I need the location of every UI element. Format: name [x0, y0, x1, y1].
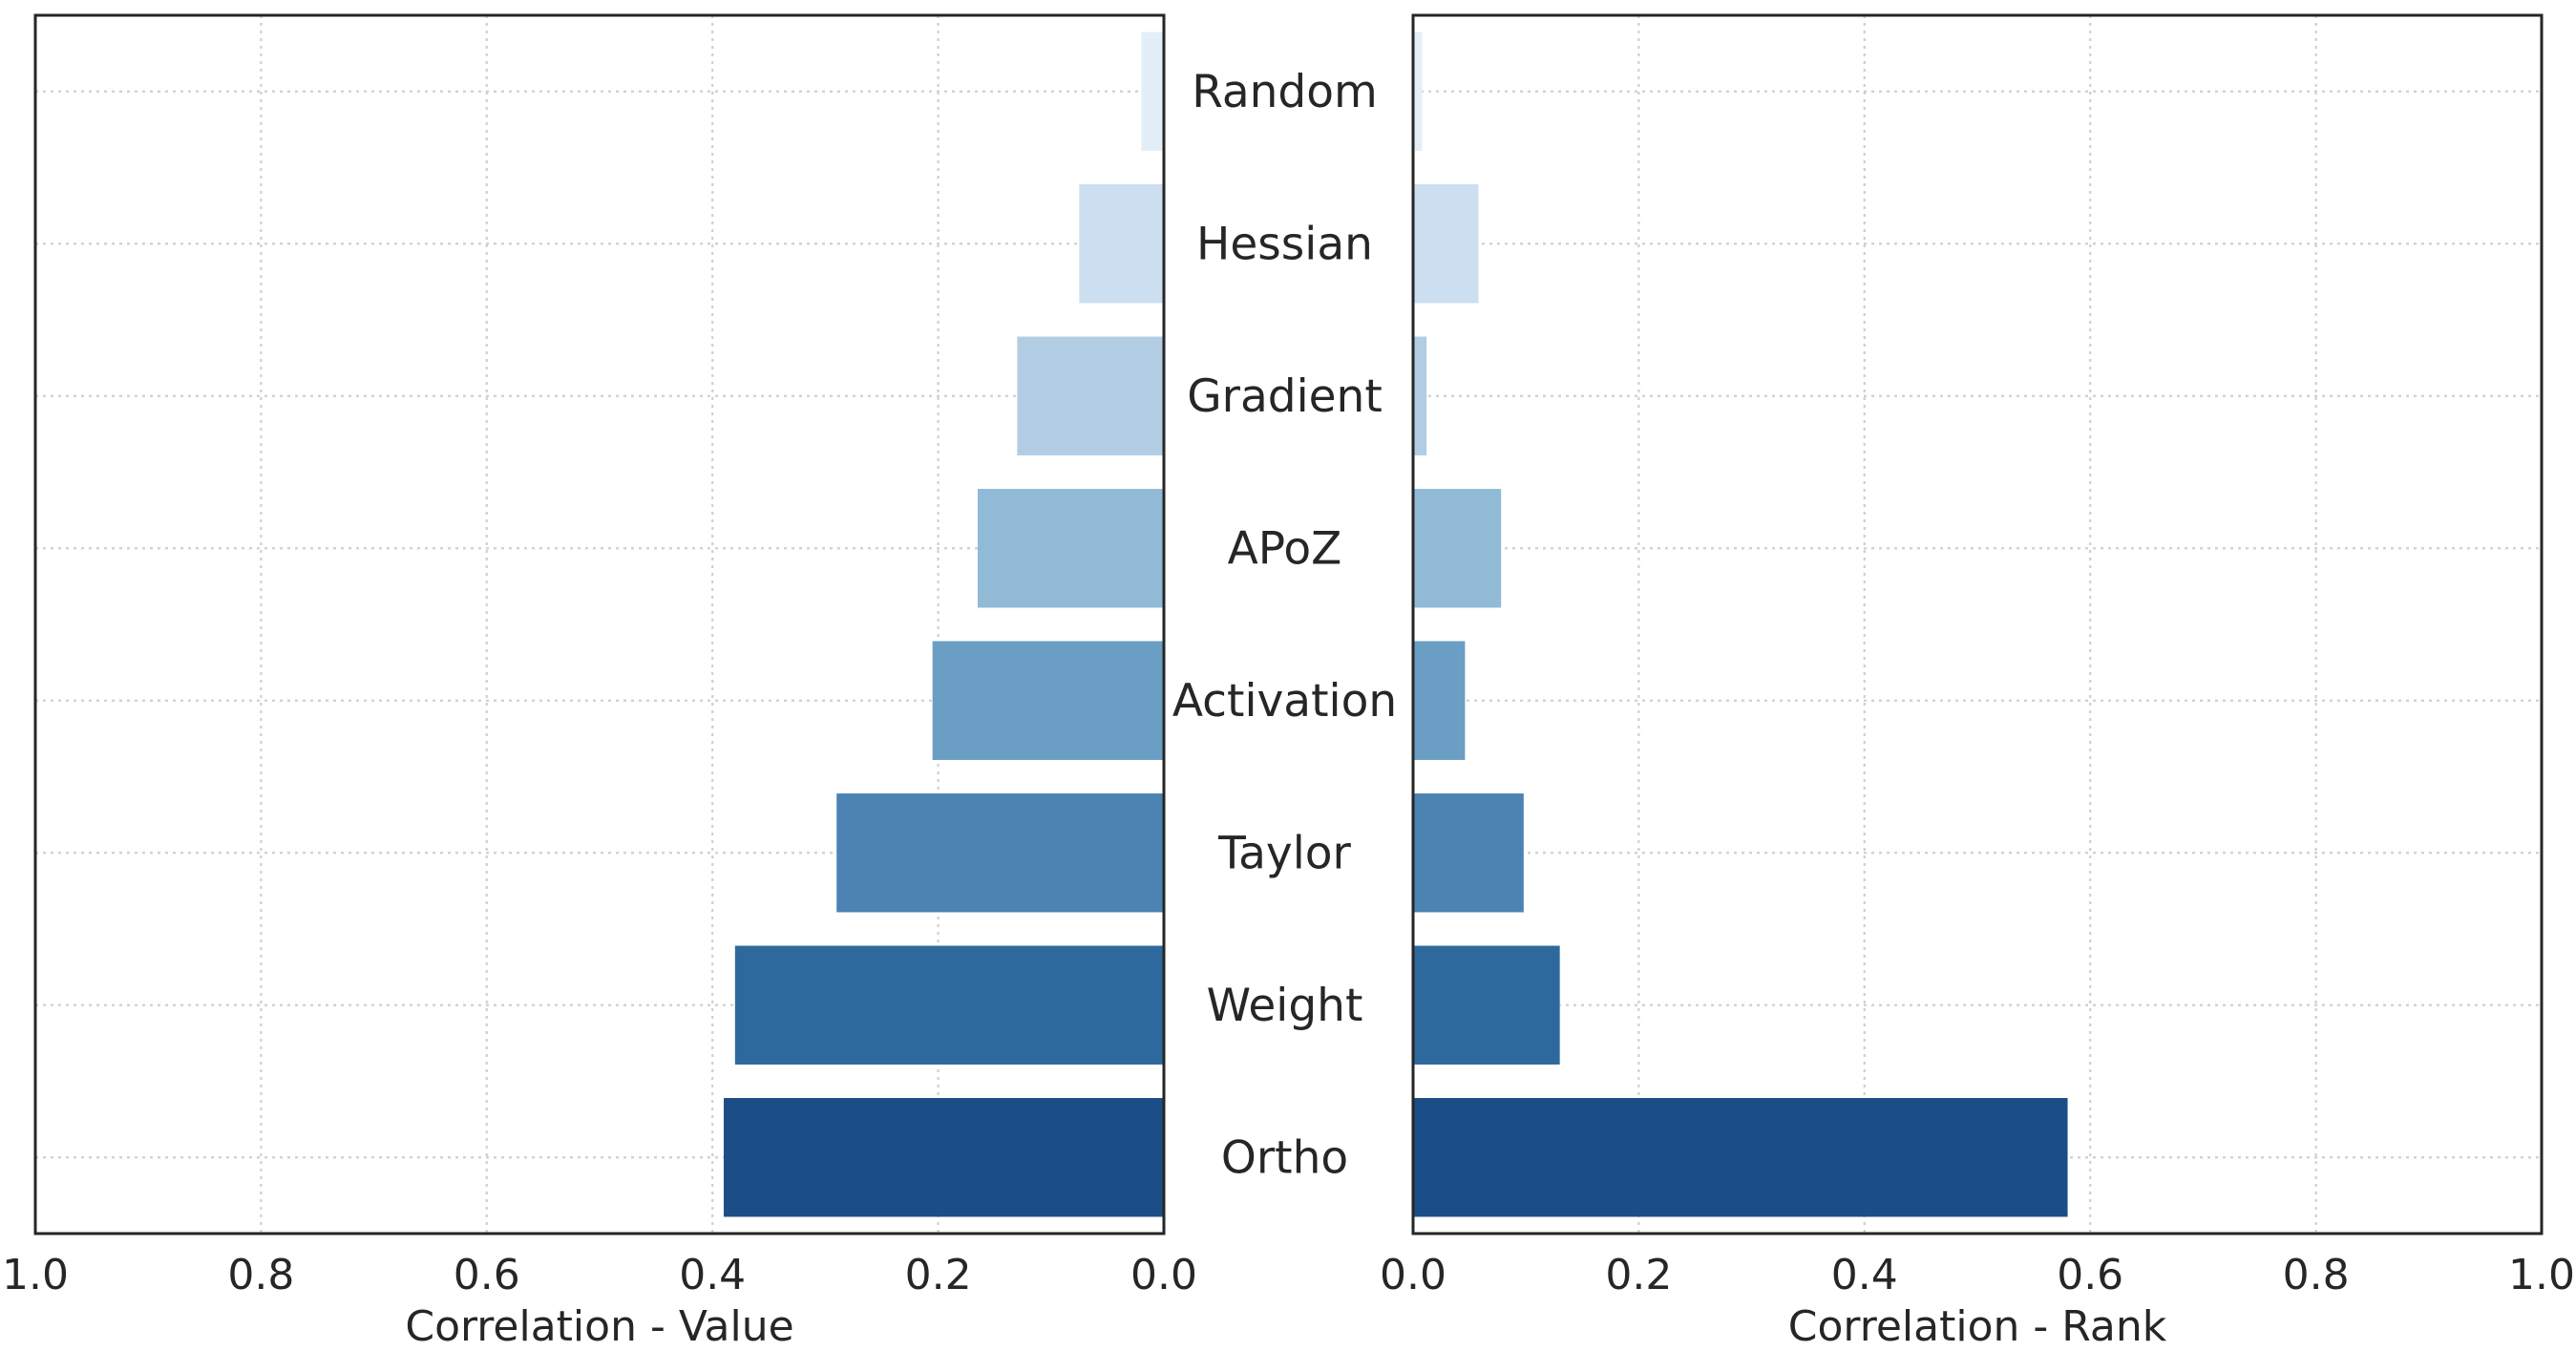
bar-value-ortho: [724, 1098, 1164, 1217]
plot-frame-rank: [1411, 13, 2544, 1235]
x-tick-label: 0.6: [2057, 1251, 2123, 1299]
category-label: Gradient: [1187, 370, 1383, 423]
x-tick-label: 0.6: [454, 1251, 520, 1299]
bar-value-activation: [932, 641, 1164, 760]
bar-value-random: [1141, 32, 1164, 151]
plot-frame-value: [33, 13, 1166, 1235]
category-label: Weight: [1207, 980, 1363, 1032]
bar-value-gradient: [1017, 336, 1164, 455]
x-tick-label: 0.2: [1605, 1251, 1672, 1299]
bar-rank-gradient: [1413, 336, 1427, 455]
bar-value-taylor: [836, 793, 1164, 913]
bar-value-weight: [734, 945, 1164, 1065]
category-label: APoZ: [1228, 522, 1342, 575]
x-tick-label: 0.0: [1380, 1251, 1446, 1299]
bar-rank-activation: [1413, 641, 1466, 760]
category-label: Hessian: [1196, 218, 1373, 270]
x-tick-label: 0.4: [1831, 1251, 1898, 1299]
bar-value-hessian: [1079, 184, 1164, 304]
bar-rank-weight: [1413, 945, 1560, 1065]
bar-value-apoz: [977, 489, 1164, 608]
x-tick-label: 0.8: [2283, 1251, 2350, 1299]
x-tick-label: 0.0: [1130, 1251, 1197, 1299]
category-label: Ortho: [1221, 1131, 1348, 1184]
bar-rank-random: [1413, 32, 1423, 151]
x-tick-label: 0.2: [905, 1251, 972, 1299]
x-axis-title-value: Correlation - Value: [405, 1302, 793, 1351]
bar-rank-apoz: [1413, 489, 1502, 608]
category-label: Activation: [1172, 675, 1397, 728]
x-tick-label: 1.0: [2508, 1251, 2575, 1299]
category-label: Random: [1192, 66, 1378, 118]
bar-rank-ortho: [1413, 1098, 2068, 1217]
x-tick-label: 1.0: [2, 1251, 69, 1299]
category-label: Taylor: [1217, 827, 1351, 879]
bar-rank-taylor: [1413, 793, 1524, 913]
x-axis-title-rank: Correlation - Rank: [1788, 1302, 2167, 1351]
x-tick-label: 0.8: [227, 1251, 294, 1299]
x-tick-label: 0.4: [679, 1251, 746, 1299]
bar-rank-hessian: [1413, 184, 1479, 304]
